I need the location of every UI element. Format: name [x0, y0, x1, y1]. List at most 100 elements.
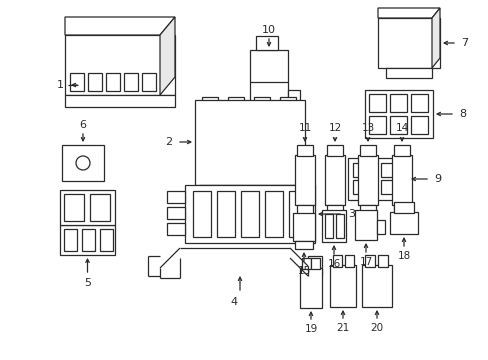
Bar	[202, 137, 218, 146]
Bar	[389, 212, 417, 234]
Bar	[307, 256, 321, 276]
Bar	[217, 191, 235, 237]
Text: 14: 14	[395, 123, 408, 133]
Bar	[321, 210, 346, 242]
Text: 21: 21	[336, 323, 349, 333]
Text: 7: 7	[461, 38, 468, 48]
Bar	[184, 185, 314, 243]
Bar	[241, 191, 259, 237]
Bar	[193, 191, 210, 237]
Bar	[294, 155, 314, 205]
Bar	[249, 50, 287, 115]
Bar	[167, 207, 184, 219]
Text: 13: 13	[361, 123, 374, 133]
Bar	[347, 158, 407, 200]
Bar	[167, 191, 184, 203]
Bar	[326, 145, 342, 156]
Bar	[325, 155, 345, 205]
Bar	[106, 73, 120, 91]
Bar	[292, 213, 314, 241]
Bar	[359, 205, 375, 215]
Text: 20: 20	[370, 323, 383, 333]
Bar	[225, 105, 245, 137]
Bar	[251, 145, 271, 177]
Bar	[124, 73, 138, 91]
Bar	[377, 18, 439, 68]
Bar	[65, 95, 175, 107]
Bar	[294, 241, 312, 249]
Bar	[393, 202, 413, 213]
Bar	[380, 180, 402, 194]
Bar	[62, 145, 104, 181]
Bar	[64, 229, 77, 251]
Bar	[380, 163, 402, 177]
Bar	[368, 94, 385, 112]
Bar	[253, 97, 269, 106]
Text: 5: 5	[84, 278, 91, 288]
Bar	[88, 73, 102, 91]
Bar	[357, 155, 377, 205]
Bar	[202, 97, 218, 106]
Bar	[200, 145, 220, 177]
Bar	[332, 255, 341, 267]
Bar	[70, 73, 84, 91]
Bar	[251, 105, 271, 137]
Bar	[296, 145, 312, 156]
Bar	[287, 90, 299, 104]
Bar	[278, 145, 297, 177]
Bar	[65, 35, 175, 95]
Bar	[82, 229, 95, 251]
Polygon shape	[65, 17, 175, 35]
Bar	[256, 36, 278, 50]
Bar	[299, 268, 321, 308]
Text: 2: 2	[165, 137, 172, 147]
Bar	[376, 220, 384, 234]
Bar	[393, 145, 409, 156]
Text: 3: 3	[348, 209, 355, 219]
Bar	[410, 116, 427, 134]
Bar	[60, 225, 115, 255]
Polygon shape	[160, 17, 175, 95]
Bar	[361, 265, 391, 307]
Bar	[377, 255, 387, 267]
Bar	[253, 137, 269, 146]
Bar	[60, 190, 115, 225]
Bar	[142, 73, 156, 91]
Bar	[310, 258, 319, 269]
Bar	[278, 105, 297, 137]
Polygon shape	[431, 8, 439, 68]
Bar	[227, 137, 244, 146]
Bar	[368, 116, 385, 134]
Bar	[167, 223, 184, 235]
Text: 18: 18	[397, 251, 410, 261]
Bar	[195, 100, 305, 185]
Bar	[410, 94, 427, 112]
Bar	[225, 145, 245, 177]
Bar	[296, 205, 312, 215]
Bar	[227, 97, 244, 106]
Text: 10: 10	[262, 25, 275, 35]
Text: 15: 15	[297, 266, 310, 276]
Bar	[364, 255, 374, 267]
Bar	[393, 205, 409, 215]
Text: 17: 17	[359, 257, 372, 267]
Text: 9: 9	[433, 174, 441, 184]
Bar	[100, 229, 113, 251]
Bar	[200, 185, 299, 197]
Text: 16: 16	[326, 259, 340, 269]
Text: 19: 19	[304, 324, 317, 334]
Text: 6: 6	[80, 120, 86, 130]
Bar	[264, 191, 283, 237]
Bar	[352, 180, 374, 194]
Bar	[200, 105, 220, 137]
Text: 12: 12	[328, 123, 341, 133]
Bar	[326, 205, 342, 215]
Text: 1: 1	[57, 80, 63, 90]
Bar	[389, 94, 406, 112]
Bar	[335, 214, 343, 238]
Bar	[391, 155, 411, 205]
Bar	[280, 97, 295, 106]
Bar	[302, 258, 310, 269]
Bar	[280, 137, 295, 146]
Polygon shape	[377, 8, 439, 18]
